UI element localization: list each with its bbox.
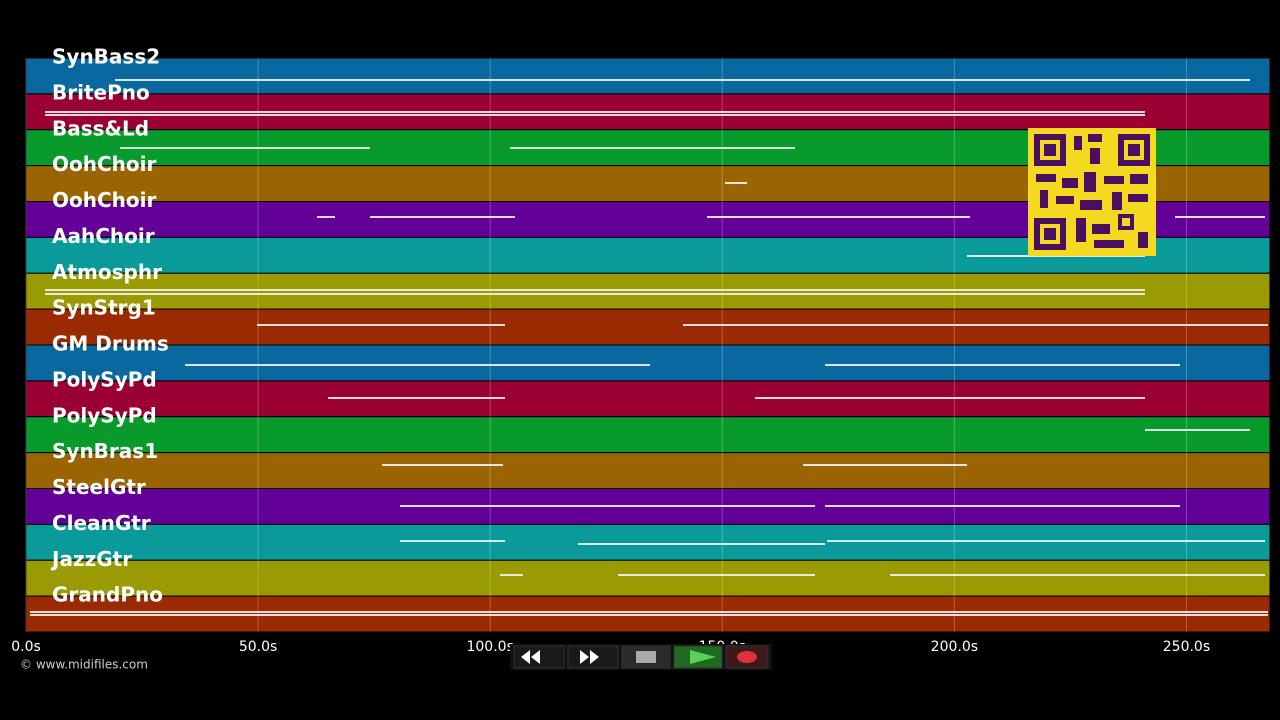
- tick-label: 50.0s: [239, 639, 277, 655]
- note-run: [400, 540, 1265, 545]
- note-run: [30, 611, 1268, 616]
- note-run: [45, 111, 1145, 116]
- copyright: © www.midifiles.com: [20, 658, 148, 672]
- track-name: SynBras1: [52, 439, 158, 463]
- track-name: OohChoir: [52, 152, 156, 176]
- transport-controls: [510, 644, 772, 670]
- record-button[interactable]: [725, 645, 769, 669]
- track-name: SynBass2: [52, 45, 160, 69]
- track-name: GrandPno: [52, 583, 163, 607]
- grid: [25, 58, 1187, 632]
- track-name: SynStrg1: [52, 296, 156, 320]
- tick-label: 100.0s: [466, 639, 513, 655]
- track-lane: [25, 523, 1271, 561]
- track-lane: [25, 452, 1271, 489]
- track-lane: [25, 272, 1271, 310]
- tick-label: 0.0s: [11, 639, 41, 655]
- track-name: PolySyPd: [52, 367, 157, 391]
- note-run: [45, 289, 1145, 295]
- track-lane: [25, 559, 1271, 597]
- rewind-button[interactable]: [513, 645, 565, 669]
- track-name: AahChoir: [52, 224, 155, 248]
- stop-button[interactable]: [621, 645, 671, 669]
- track-labels: SynBass2 BritePno Bass&Ld OohChoir OohChoir A…: [50, 45, 169, 607]
- track-name: Bass&Ld: [52, 116, 149, 140]
- track-name: JazzGtr: [50, 547, 132, 571]
- track-name: SteelGtr: [52, 475, 146, 499]
- tick-label: 250.0s: [1163, 639, 1210, 655]
- tick-label: 200.0s: [931, 639, 978, 655]
- track-name: PolySyPd: [52, 403, 157, 427]
- track-lane: [25, 416, 1271, 454]
- play-button[interactable]: [673, 645, 723, 669]
- track-name: Atmosphr: [52, 260, 162, 284]
- track-name: OohChoir: [52, 188, 156, 212]
- track-lane: [25, 308, 1271, 346]
- track-name: GM Drums: [52, 332, 169, 356]
- track-name: BritePno: [52, 80, 150, 104]
- track-name: CleanGtr: [52, 511, 151, 535]
- forward-button[interactable]: [567, 645, 619, 669]
- qr-code: [1028, 128, 1156, 256]
- track-lane: [25, 57, 1271, 95]
- track-lane: [25, 344, 1271, 382]
